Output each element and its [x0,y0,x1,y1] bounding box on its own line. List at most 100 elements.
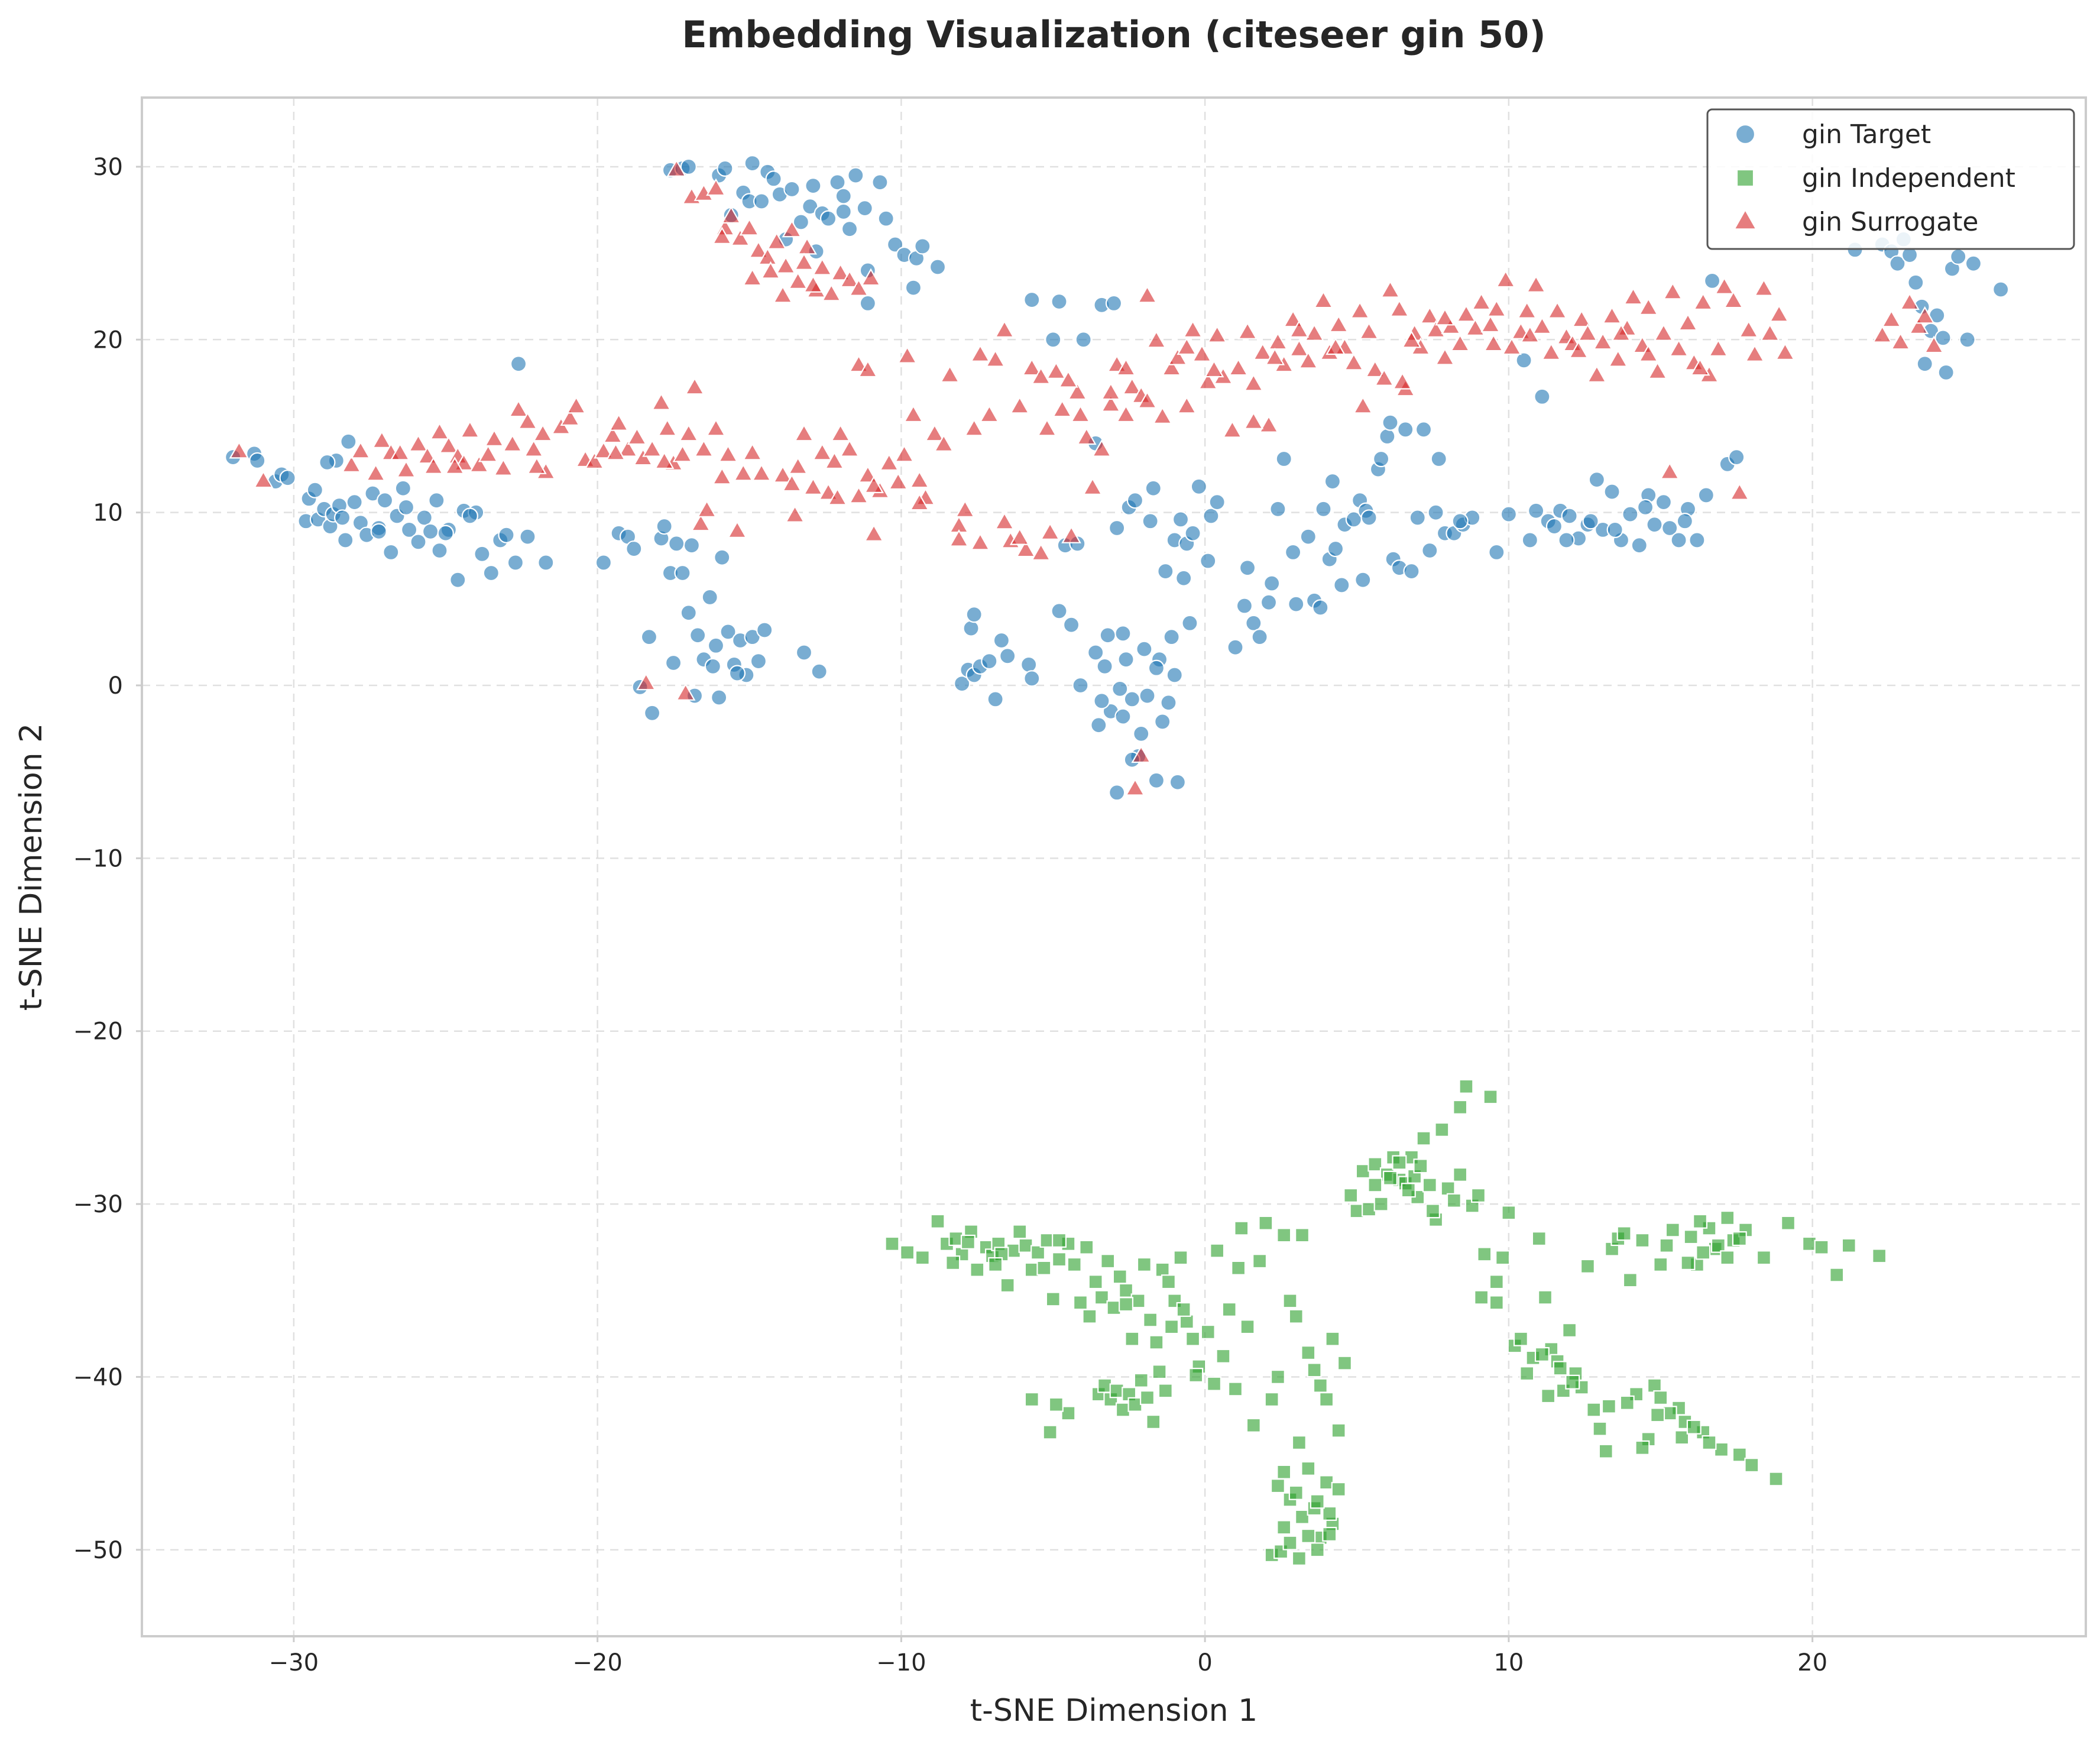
data-point [1900,292,1920,310]
data-point [1611,323,1631,341]
data-point [507,554,524,571]
legend-entry-label: gin Independent [1802,163,2015,193]
data-point [1814,1239,1829,1255]
data-point [1125,778,1145,796]
data-point [1401,1183,1416,1198]
data-point [533,423,553,442]
data-point [279,470,296,487]
data-point [478,444,498,462]
data-point [1252,342,1273,360]
data-point [1459,1079,1474,1094]
data-point [1160,694,1177,711]
ticks-layer: −30 −20 −10 0 10 20 −50 −40 −30 −20 −10 0 10 20 30 [73,154,1828,1676]
data-point [608,413,629,431]
data-point [1023,670,1041,687]
data-point [1016,539,1036,558]
data-point [871,174,889,191]
data-point [1319,1391,1334,1407]
data-point [1111,680,1129,697]
data-point [1105,294,1123,312]
data-point [1453,1099,1468,1115]
data-point [830,263,851,281]
data-point [848,354,869,373]
data-point [627,427,647,445]
data-point [1738,320,1759,338]
legend-entry-label: gin Target [1802,119,1931,150]
data-point [1531,1231,1547,1247]
data-point [1270,1478,1285,1494]
x-axis-label: t-SNE Dimension 1 [970,1693,1258,1728]
data-point [1109,784,1126,801]
data-point [1030,1245,1046,1260]
data-point [858,360,878,378]
data-point [460,420,480,438]
data-point [1486,299,1507,317]
data-point [1571,309,1592,328]
data-point [422,523,439,540]
data-point [1240,1319,1255,1335]
data-point [1192,344,1212,362]
data-point [785,505,805,523]
data-point [1139,687,1156,704]
data-point [788,457,808,474]
data-point [1237,322,1258,339]
data-point [792,213,809,231]
chart-title: Embedding Visualization (citeseer gin 50… [682,13,1545,56]
data-point [1500,506,1517,523]
data-point [1040,522,1060,540]
data-point [1680,1255,1696,1270]
data-point [1115,1402,1130,1417]
data-point [1182,320,1203,338]
data-point [1114,625,1132,642]
data-point [1608,349,1628,367]
data-point [714,549,731,566]
data-point [1152,406,1173,425]
data-point [827,487,848,506]
data-point [1916,355,1933,373]
data-point [818,483,838,500]
data-point [987,691,1004,708]
data-point [1222,420,1243,438]
data-point [848,279,869,296]
data-point [1161,1274,1176,1290]
data-point [1714,1442,1729,1457]
data-point [1668,339,1689,357]
data-point [1312,599,1329,616]
data-point [1210,1243,1225,1258]
data-point [1647,1378,1662,1393]
data-point [400,521,418,538]
data-point [712,226,733,244]
data-point [821,283,842,302]
data-point [594,441,614,459]
data-point [560,408,581,426]
data-point [1344,352,1364,371]
data-point [1090,717,1107,734]
data-point [517,412,538,429]
data-point [680,158,697,176]
data-point [1450,334,1470,352]
data-point [812,442,832,461]
data-point [794,423,814,442]
data-point [1051,603,1068,620]
data-point [1117,651,1135,668]
data-point [675,683,696,701]
data-point [1288,595,1305,613]
data-point [1541,342,1561,360]
data-point [1392,371,1412,390]
data-point [1331,1482,1346,1497]
series-triangle [229,159,1944,796]
data-point [1276,1464,1292,1480]
data-point [1619,1395,1635,1410]
data-point [1367,1157,1383,1172]
data-point [1635,1233,1650,1248]
data-point [861,268,881,286]
data-point [1146,1414,1161,1429]
data-point [812,257,832,276]
data-point [306,481,323,498]
data-point [841,221,858,238]
data-point [1587,365,1607,383]
data-point [416,509,433,526]
data-point [1471,292,1492,310]
data-point [797,237,817,255]
data-point [1188,1368,1204,1383]
